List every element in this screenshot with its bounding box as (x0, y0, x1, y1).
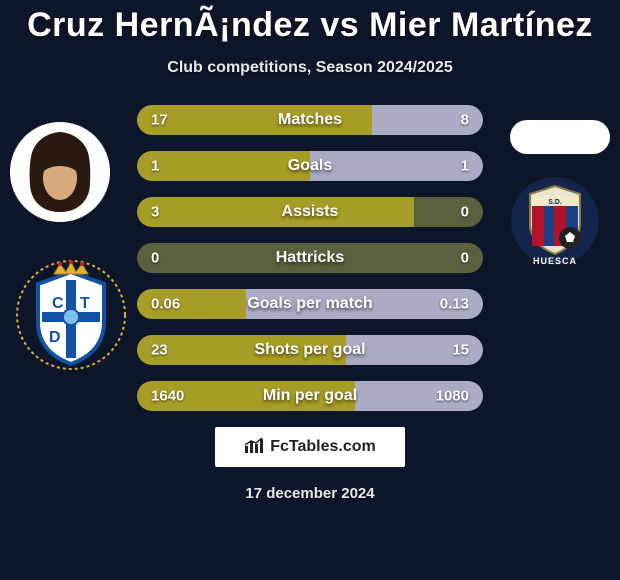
stats-container: 178Matches 11Goals 30Assists 00Hattricks 0.0… (137, 105, 483, 411)
team1-crest: C T D (16, 260, 126, 370)
brand-text: FcTables.com (270, 438, 376, 456)
stat-row: 2315Shots per goal (137, 335, 483, 365)
team2-crest: S.D. HUESCA (510, 176, 600, 266)
stat-label: Shots per goal (137, 341, 483, 359)
stat-label: Matches (137, 111, 483, 129)
stat-row: 178Matches (137, 105, 483, 135)
stat-row: 11Goals (137, 151, 483, 181)
player1-avatar (10, 122, 110, 222)
stat-label: Goals (137, 157, 483, 175)
subtitle: Club competitions, Season 2024/2025 (0, 59, 620, 77)
brand-badge: FcTables.com (215, 427, 405, 467)
svg-text:T: T (80, 295, 90, 312)
svg-text:S.D.: S.D. (548, 199, 562, 206)
stat-label: Hattricks (137, 249, 483, 267)
stat-row: 16401080Min per goal (137, 381, 483, 411)
svg-text:HUESCA: HUESCA (533, 256, 577, 266)
svg-text:C: C (52, 295, 64, 312)
brand-chart-icon (244, 436, 264, 459)
svg-text:D: D (49, 329, 61, 346)
stat-label: Min per goal (137, 387, 483, 405)
stat-row: 00Hattricks (137, 243, 483, 273)
stat-row: 30Assists (137, 197, 483, 227)
stat-row: 0.060.13Goals per match (137, 289, 483, 319)
stat-label: Goals per match (137, 295, 483, 313)
page-title: Cruz HernÃ¡ndez vs Mier Martínez (0, 0, 620, 45)
date-text: 17 december 2024 (0, 485, 620, 502)
player2-avatar (510, 120, 610, 154)
stat-label: Assists (137, 203, 483, 221)
